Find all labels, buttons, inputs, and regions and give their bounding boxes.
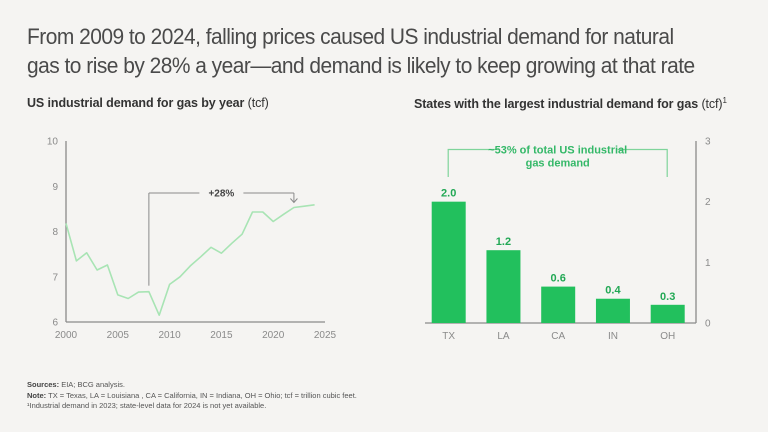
- bar-chart-title-text: States with the largest industrial deman…: [414, 97, 699, 112]
- page-headline: From 2009 to 2024, falling prices caused…: [27, 24, 695, 78]
- note-text: TX = Texas, LA = Louisiana , CA = Califo…: [46, 390, 357, 400]
- share-bracket-label-line2: gas demand: [526, 158, 590, 170]
- line-chart-title-text: US industrial demand for gas by year: [27, 96, 245, 110]
- bar-la: [486, 250, 521, 323]
- share-bracket-left: [447, 148, 498, 177]
- arrow-down-icon: [290, 198, 298, 204]
- bar-category-label: OH: [660, 331, 675, 342]
- sources-text: EIA; BCG analysis.: [59, 380, 125, 389]
- bar-in: [595, 298, 630, 323]
- bar-value-label: 0.6: [551, 273, 566, 285]
- bar-ca: [541, 286, 576, 323]
- bar-chart-y-tick-label: 1: [705, 258, 711, 269]
- growth-annotation-label: +28%: [208, 189, 234, 200]
- bar-category-label: TX: [442, 331, 455, 342]
- bar-chart-title-unit: (tcf): [701, 97, 723, 112]
- bar-category-label: LA: [497, 331, 510, 342]
- bar-value-label: 0.3: [660, 291, 675, 303]
- footer-notes: Sources: EIA; BCG analysis. Note: TX = T…: [27, 380, 357, 412]
- line-chart-y-tick-label: 9: [52, 182, 58, 193]
- line-chart: 6 7 8 9 10 2000 2005 2010 2015 2020 2025 +28%: [47, 137, 337, 342]
- line-chart-y-tick-label: 6: [52, 318, 58, 329]
- bar-chart-y-tick-label: 0: [705, 319, 711, 330]
- line-chart-x-tick-label: 2020: [262, 330, 285, 341]
- bar-oh: [650, 304, 685, 323]
- line-chart-x-tick-label: 2015: [210, 330, 233, 341]
- bar-value-label: 2.0: [441, 188, 456, 200]
- bar-category-label: IN: [608, 331, 618, 342]
- bar-chart-y-tick-label: 3: [705, 137, 711, 148]
- demand-series-line: [65, 204, 315, 317]
- bar-value-label: 1.2: [496, 236, 511, 248]
- bar-value-label: 0.4: [605, 285, 621, 297]
- bar-tx: [431, 201, 466, 323]
- line-chart-x-tick-label: 2025: [314, 330, 337, 341]
- line-chart-y-tick-label: 8: [52, 227, 58, 238]
- bar-chart-y-tick-label: 2: [705, 197, 711, 208]
- line-chart-y-tick-label: 7: [52, 272, 58, 283]
- line-chart-title: US industrial demand for gas by year (tc…: [27, 96, 269, 110]
- bar-chart-title-footnote: 1: [722, 96, 727, 105]
- note-line: Note: TX = Texas, LA = Louisiana , CA = …: [27, 391, 357, 402]
- bar-chart-title: States with the largest industrial deman…: [414, 96, 727, 111]
- bar-category-label: CA: [551, 331, 565, 342]
- sources-label: Sources:: [27, 380, 60, 389]
- share-bracket-label-line1: ~53% of total US industrial: [488, 145, 627, 157]
- line-chart-title-unit: (tcf): [247, 96, 269, 110]
- share-bracket-right: [617, 148, 668, 177]
- line-chart-x-tick-label: 2000: [55, 330, 78, 341]
- line-chart-y-tick-label: 10: [47, 137, 59, 148]
- line-chart-x-tick-label: 2010: [158, 330, 181, 341]
- sources-line: Sources: EIA; BCG analysis.: [27, 380, 357, 391]
- line-chart-x-tick-label: 2005: [107, 330, 130, 341]
- footnote-line: ¹Industrial demand in 2023; state-level …: [27, 401, 267, 410]
- bar-chart: 0 1 2 3 2.0 TX 1.2 LA 0.6 CA 0.4 IN 0.3 OH ~53% of tot…: [425, 137, 711, 342]
- note-label: Note:: [27, 390, 47, 400]
